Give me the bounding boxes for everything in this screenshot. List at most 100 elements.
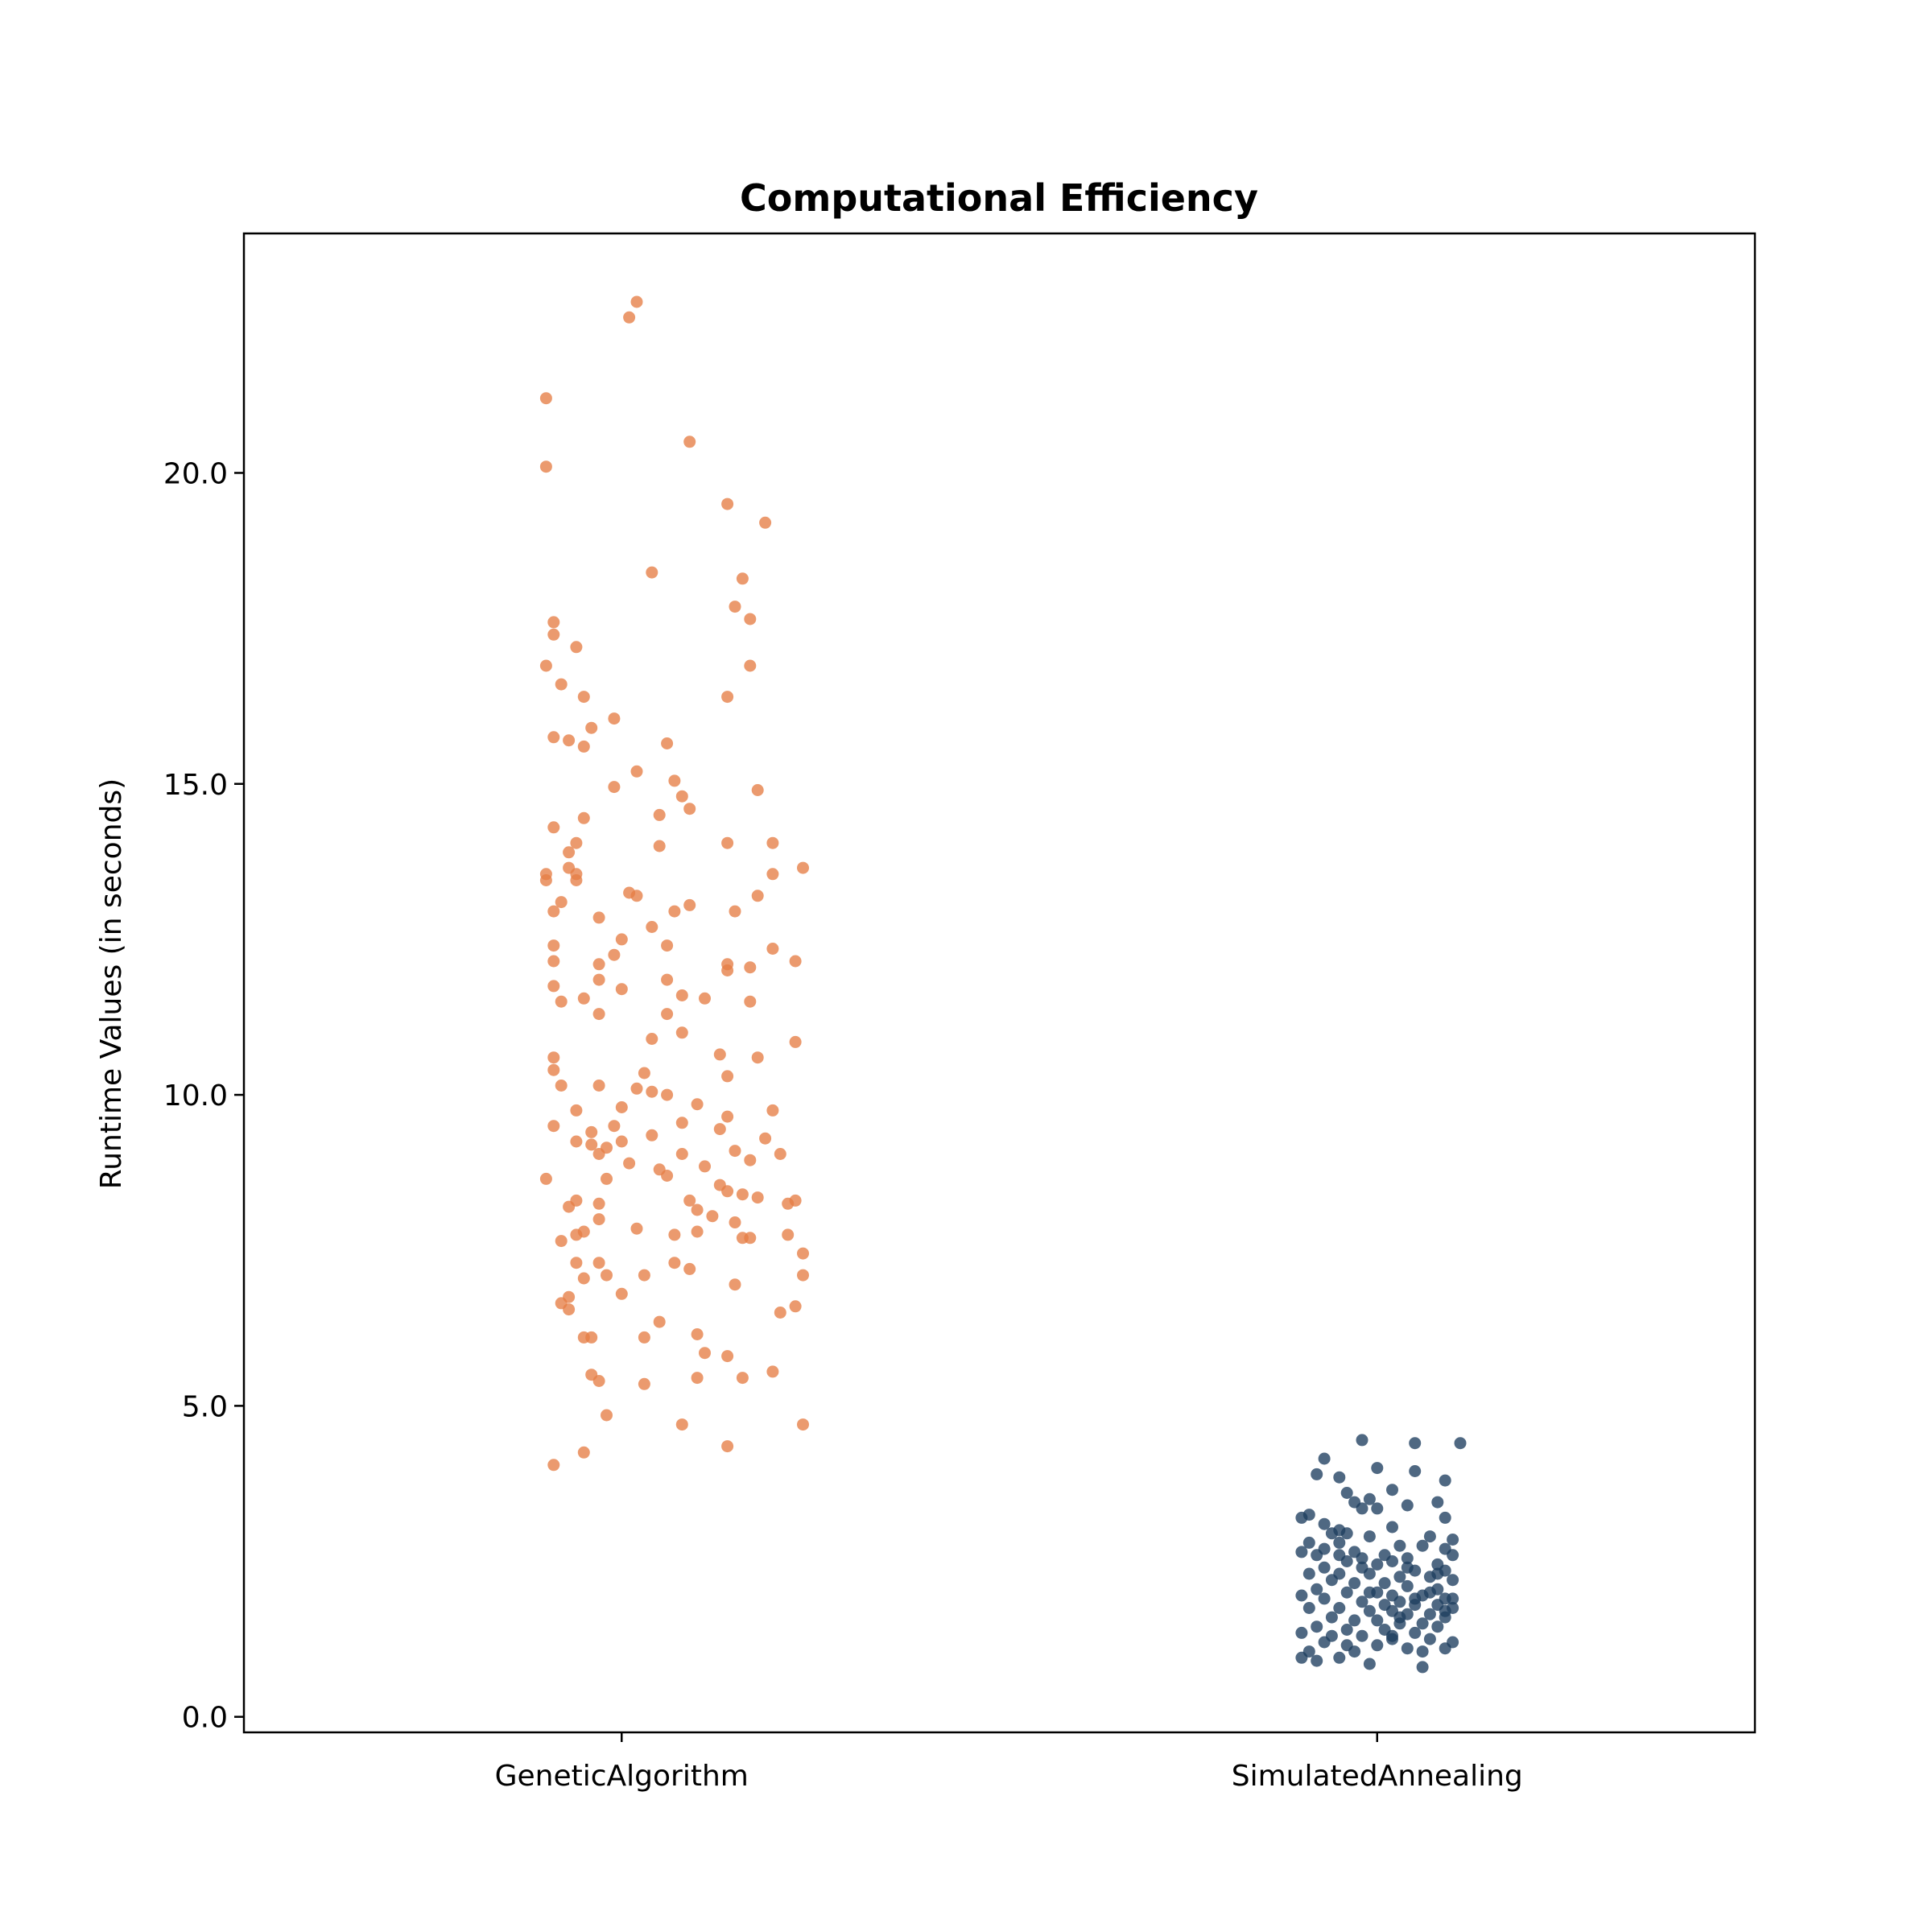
data-point [547, 1120, 560, 1133]
data-point [547, 955, 560, 968]
data-point [683, 1194, 696, 1207]
data-point [1416, 1661, 1429, 1674]
data-point [1447, 1549, 1459, 1562]
data-point [1431, 1620, 1444, 1633]
data-point [668, 1228, 681, 1241]
data-point [577, 691, 590, 704]
data-point [699, 992, 711, 1005]
data-point [1363, 1492, 1376, 1505]
y-tick-label: 15.0 [163, 769, 228, 802]
data-point [570, 641, 583, 654]
data-point [751, 784, 764, 796]
data-point [638, 1269, 650, 1282]
y-tick-label: 20.0 [163, 457, 228, 490]
data-point [615, 1135, 628, 1148]
data-point [1363, 1586, 1376, 1599]
data-point [736, 572, 749, 585]
data-point [555, 995, 568, 1008]
data-point [1378, 1577, 1391, 1590]
data-point [661, 939, 674, 952]
data-point [1409, 1626, 1422, 1639]
data-point [744, 613, 757, 625]
data-point [1356, 1434, 1368, 1447]
data-point [766, 943, 779, 955]
data-point [1356, 1502, 1368, 1515]
data-point [675, 989, 688, 1001]
data-point [608, 1120, 621, 1133]
data-point [766, 1104, 779, 1117]
data-point [789, 955, 802, 968]
data-point [1423, 1586, 1436, 1599]
data-point [782, 1197, 795, 1210]
data-point [721, 1350, 734, 1363]
data-point [721, 1185, 734, 1198]
data-point [563, 734, 576, 747]
data-point [1439, 1604, 1451, 1617]
data-point [1318, 1636, 1331, 1649]
data-point [1401, 1561, 1414, 1574]
data-point [638, 1377, 650, 1390]
data-point [608, 712, 621, 725]
data-point [713, 1048, 726, 1061]
data-point [675, 1117, 688, 1129]
data-point [691, 1328, 704, 1340]
data-point [1318, 1592, 1331, 1605]
data-point [615, 933, 628, 946]
data-point [736, 1232, 749, 1245]
data-point [721, 836, 734, 849]
data-point [623, 1157, 636, 1170]
data-point [547, 1051, 560, 1064]
data-point [797, 861, 809, 874]
data-point [1401, 1642, 1414, 1655]
data-point [570, 1135, 583, 1148]
data-point [691, 1203, 704, 1216]
data-point [661, 1088, 674, 1101]
data-point [547, 980, 560, 993]
data-point [601, 1172, 613, 1185]
data-point [721, 497, 734, 510]
data-point [721, 1070, 734, 1083]
data-point [675, 1418, 688, 1431]
data-point [1393, 1611, 1406, 1624]
data-point [729, 601, 741, 613]
data-point [1363, 1657, 1376, 1670]
data-point [1431, 1496, 1444, 1509]
data-point [638, 1067, 650, 1080]
data-point [1363, 1567, 1376, 1580]
data-point [1363, 1604, 1376, 1617]
data-point [759, 516, 772, 529]
data-point [691, 1372, 704, 1385]
data-point [646, 921, 658, 933]
series-SimulatedAnnealing [1295, 1434, 1467, 1674]
data-point [683, 436, 696, 448]
data-point [592, 973, 605, 986]
data-point [1295, 1651, 1308, 1664]
data-point [1295, 1626, 1308, 1639]
data-point [539, 1172, 552, 1185]
data-point [570, 836, 583, 849]
data-point [1393, 1571, 1406, 1583]
data-point [661, 1008, 674, 1021]
data-point [683, 803, 696, 815]
data-point [713, 1123, 726, 1136]
data-point [539, 392, 552, 405]
data-point [653, 1315, 666, 1328]
data-point [653, 808, 666, 821]
data-point [1295, 1511, 1308, 1524]
data-point [1311, 1468, 1323, 1480]
data-point [577, 811, 590, 824]
data-point [1318, 1561, 1331, 1574]
data-point [736, 1372, 749, 1385]
data-point [1356, 1596, 1368, 1608]
data-point [1340, 1527, 1353, 1540]
data-point [1302, 1536, 1315, 1549]
x-tick-label: SimulatedAnnealing [1232, 1760, 1523, 1793]
data-point [585, 721, 598, 734]
data-point [539, 874, 552, 886]
data-point [744, 659, 757, 672]
data-point [555, 1235, 568, 1248]
x-axis: GeneticAlgorithm SimulatedAnnealing [495, 1732, 1523, 1793]
y-tick-label: 5.0 [182, 1390, 228, 1423]
data-point [1295, 1546, 1308, 1558]
